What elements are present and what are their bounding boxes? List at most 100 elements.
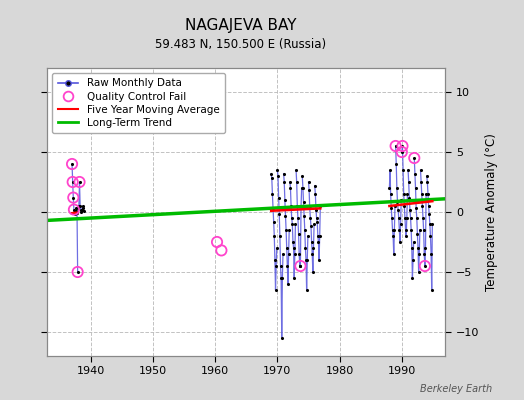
Point (73, 210, 81, 216)
Point (417, 179, 425, 185)
Point (408, 275, 417, 281)
Point (217, 247, 225, 254)
Point (292, 167, 300, 173)
Point (391, 203, 399, 209)
Point (314, 233, 322, 239)
Point (295, 251, 303, 257)
Point (402, 215, 411, 221)
Point (402, 233, 410, 239)
Point (68, 161, 76, 167)
Point (274, 173, 282, 179)
Point (424, 203, 433, 209)
Point (294, 230, 303, 237)
Point (423, 179, 432, 185)
Point (292, 179, 301, 185)
Point (285, 227, 293, 233)
Point (272, 263, 280, 269)
Point (302, 257, 310, 263)
Point (316, 203, 324, 209)
Text: 59.483 N, 150.500 E (Russia): 59.483 N, 150.500 E (Russia) (156, 38, 326, 51)
Point (288, 221, 297, 227)
Point (75, 179, 84, 185)
Point (410, 155, 419, 161)
Point (296, 263, 304, 269)
Point (417, 167, 425, 173)
Point (69, 194, 78, 201)
Point (424, 191, 432, 197)
Point (279, 170, 288, 177)
Point (395, 215, 403, 221)
Point (68, 161, 76, 167)
Point (269, 218, 278, 225)
Point (405, 194, 413, 201)
Point (418, 191, 426, 197)
Point (291, 221, 300, 227)
Point (414, 245, 422, 251)
Point (313, 218, 321, 225)
Point (385, 185, 394, 191)
Point (308, 239, 316, 245)
Point (412, 205, 420, 212)
Point (394, 206, 402, 213)
Point (418, 203, 427, 209)
Point (391, 143, 400, 149)
Point (398, 143, 407, 149)
Point (77, 209, 85, 215)
Point (408, 245, 416, 251)
Point (296, 263, 304, 269)
Point (305, 205, 314, 212)
Point (76, 203, 84, 209)
Point (315, 233, 324, 239)
Point (305, 187, 313, 194)
Point (213, 239, 221, 245)
Point (389, 251, 398, 257)
Point (398, 149, 406, 155)
Point (387, 205, 396, 212)
Point (302, 287, 311, 293)
Point (293, 203, 301, 209)
Point (406, 206, 414, 213)
Point (386, 167, 394, 173)
Point (298, 185, 306, 191)
Point (282, 227, 290, 233)
Point (399, 167, 407, 173)
Point (404, 167, 412, 173)
Point (71, 211, 79, 218)
Point (309, 269, 317, 275)
Point (312, 206, 320, 213)
Y-axis label: Temperature Anomaly (°C): Temperature Anomaly (°C) (485, 133, 498, 291)
Point (79, 203, 87, 209)
Point (70, 206, 78, 213)
Point (425, 211, 433, 218)
Point (412, 215, 421, 221)
Point (419, 227, 428, 233)
Point (73, 269, 82, 275)
Point (386, 191, 395, 197)
Point (289, 245, 298, 251)
Point (396, 239, 404, 245)
Point (279, 251, 287, 257)
Point (69, 179, 77, 185)
Point (398, 149, 406, 155)
Legend: Raw Monthly Data, Quality Control Fail, Five Year Moving Average, Long-Term Tren: Raw Monthly Data, Quality Control Fail, … (52, 73, 225, 133)
Point (276, 233, 284, 239)
Point (70, 206, 78, 213)
Point (311, 182, 319, 189)
Point (75, 179, 84, 185)
Point (397, 197, 406, 203)
Point (282, 245, 291, 251)
Point (303, 257, 311, 263)
Point (298, 173, 307, 179)
Point (426, 233, 434, 239)
Point (405, 179, 413, 185)
Point (416, 227, 424, 233)
Point (396, 221, 405, 227)
Point (411, 185, 420, 191)
Point (69, 194, 78, 201)
Point (409, 257, 417, 263)
Point (291, 251, 299, 257)
Point (306, 215, 314, 221)
Point (268, 175, 276, 182)
Point (419, 215, 427, 221)
Point (272, 245, 281, 251)
